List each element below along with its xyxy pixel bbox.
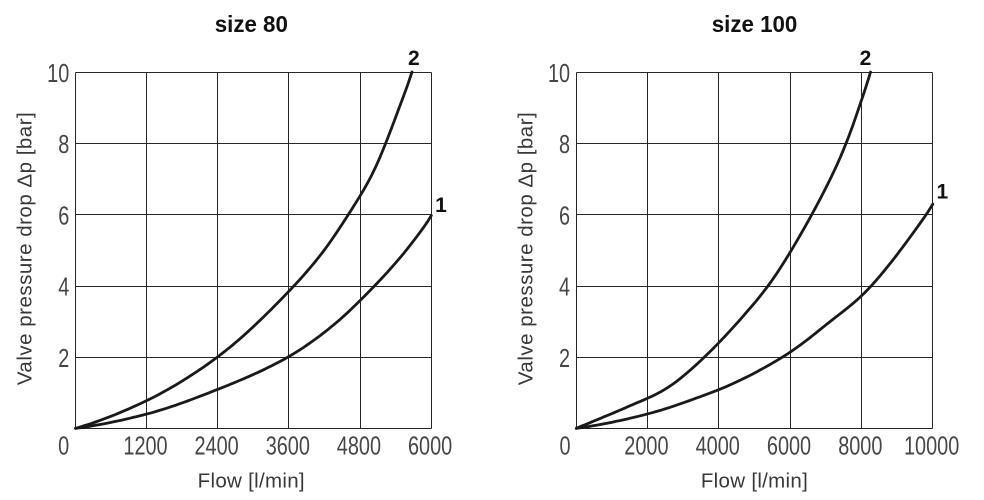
svg-text:Flow [l/min]: Flow [l/min] bbox=[198, 470, 305, 493]
svg-text:6: 6 bbox=[58, 201, 69, 230]
svg-text:4000: 4000 bbox=[696, 431, 740, 460]
svg-text:2: 2 bbox=[408, 47, 420, 70]
svg-text:size 100: size 100 bbox=[712, 11, 798, 37]
svg-text:2400: 2400 bbox=[194, 431, 238, 460]
svg-text:6: 6 bbox=[559, 201, 570, 230]
svg-text:3600: 3600 bbox=[266, 431, 310, 460]
svg-text:1: 1 bbox=[435, 194, 447, 217]
svg-text:4800: 4800 bbox=[337, 431, 381, 460]
svg-text:4: 4 bbox=[559, 272, 570, 301]
svg-text:2: 2 bbox=[58, 343, 69, 372]
svg-text:0: 0 bbox=[559, 431, 570, 460]
svg-text:1: 1 bbox=[936, 181, 948, 204]
svg-text:Valve pressure drop Δp [bar]: Valve pressure drop Δp [bar] bbox=[514, 112, 537, 385]
svg-text:2: 2 bbox=[860, 47, 872, 70]
svg-text:Flow [l/min]: Flow [l/min] bbox=[701, 470, 808, 493]
svg-text:10: 10 bbox=[47, 58, 69, 87]
svg-text:8: 8 bbox=[559, 130, 570, 159]
svg-text:1200: 1200 bbox=[123, 431, 167, 460]
svg-text:8000: 8000 bbox=[838, 431, 882, 460]
svg-text:4: 4 bbox=[58, 272, 69, 301]
svg-text:8: 8 bbox=[58, 130, 69, 159]
svg-text:10: 10 bbox=[548, 58, 570, 87]
svg-text:size 80: size 80 bbox=[215, 11, 288, 37]
svg-text:2000: 2000 bbox=[624, 431, 668, 460]
svg-text:2: 2 bbox=[559, 343, 570, 372]
svg-text:Valve pressure drop Δp [bar]: Valve pressure drop Δp [bar] bbox=[14, 112, 37, 385]
svg-text:6000: 6000 bbox=[767, 431, 811, 460]
svg-text:6000: 6000 bbox=[408, 431, 452, 460]
svg-text:0: 0 bbox=[58, 431, 69, 460]
svg-text:10000: 10000 bbox=[904, 431, 959, 460]
